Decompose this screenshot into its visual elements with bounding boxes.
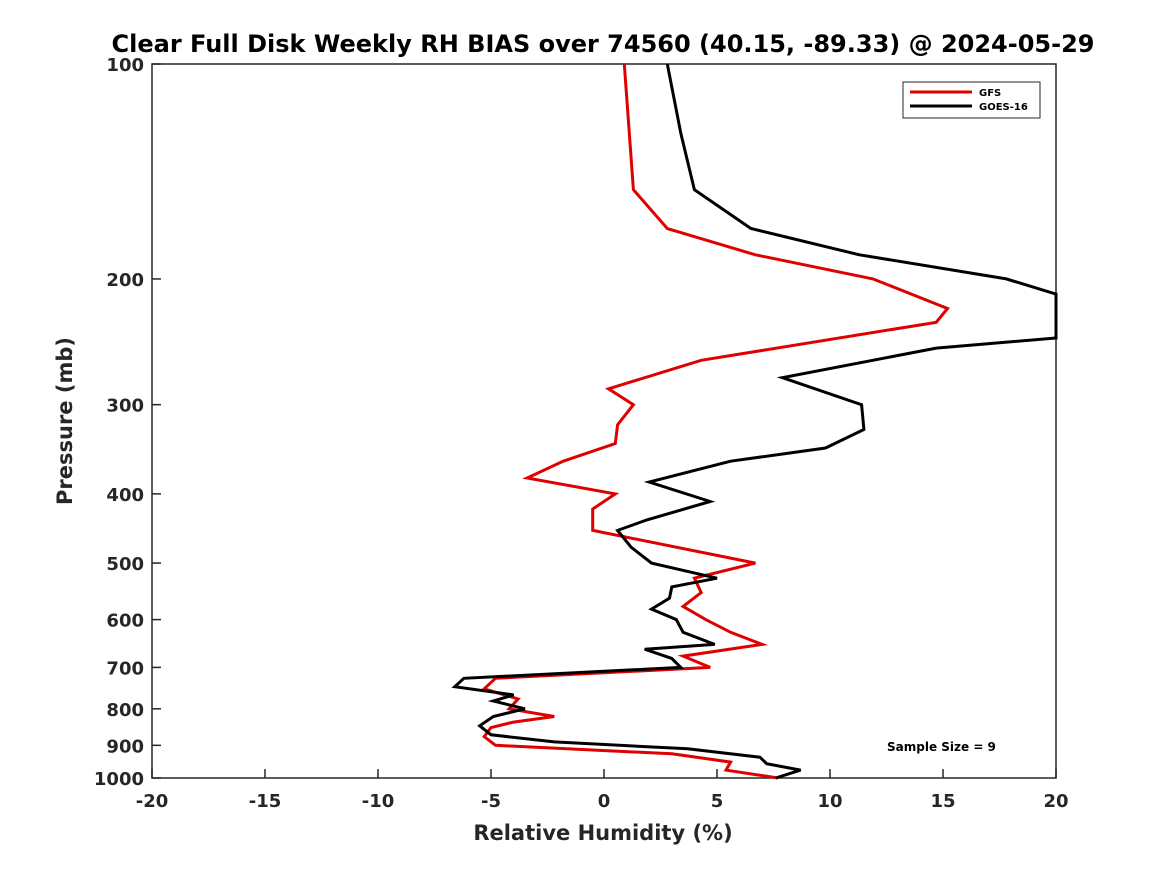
x-tick-label: -20 <box>136 791 169 812</box>
x-tick-label: -10 <box>362 791 395 812</box>
x-tick-label: -15 <box>249 791 282 812</box>
legend: GFS GOES-16 <box>902 81 1041 119</box>
x-axis: -20 -15 -10 -5 0 5 10 15 20 <box>136 769 1069 812</box>
legend-label-goes16: GOES-16 <box>979 102 1028 113</box>
x-tick-label: -5 <box>481 791 501 812</box>
x-tick-label: 10 <box>817 791 842 812</box>
legend-label-gfs: GFS <box>979 88 1001 99</box>
x-tick-label: 15 <box>930 791 955 812</box>
x-tick-label: 20 <box>1043 791 1068 812</box>
y-tick-label: 700 <box>106 658 144 679</box>
y-tick-label: 1000 <box>94 769 144 790</box>
y-tick-label: 300 <box>106 396 144 417</box>
y-tick-label: 200 <box>106 270 144 291</box>
y-tick-label: 600 <box>106 611 144 632</box>
series-line-goes16 <box>451 63 1058 780</box>
series-line-gfs <box>481 63 950 780</box>
x-tick-label: 0 <box>598 791 611 812</box>
sample-size-annotation: Sample Size = 9 <box>887 740 996 754</box>
y-tick-label: 400 <box>106 485 144 506</box>
y-tick-label: 800 <box>106 700 144 721</box>
y-axis-label: Pressure (mb) <box>53 337 77 505</box>
legend-box <box>902 81 1041 119</box>
series-group <box>451 63 1058 780</box>
x-axis-label: Relative Humidity (%) <box>473 821 732 845</box>
y-tick-label: 100 <box>106 55 144 76</box>
y-tick-label: 900 <box>106 736 144 757</box>
y-axis: 100 200 300 400 500 600 700 800 900 1000 <box>94 55 161 790</box>
y-tick-label: 500 <box>106 554 144 575</box>
chart-title: Clear Full Disk Weekly RH BIAS over 7456… <box>112 30 1095 58</box>
x-tick-label: 5 <box>711 791 724 812</box>
